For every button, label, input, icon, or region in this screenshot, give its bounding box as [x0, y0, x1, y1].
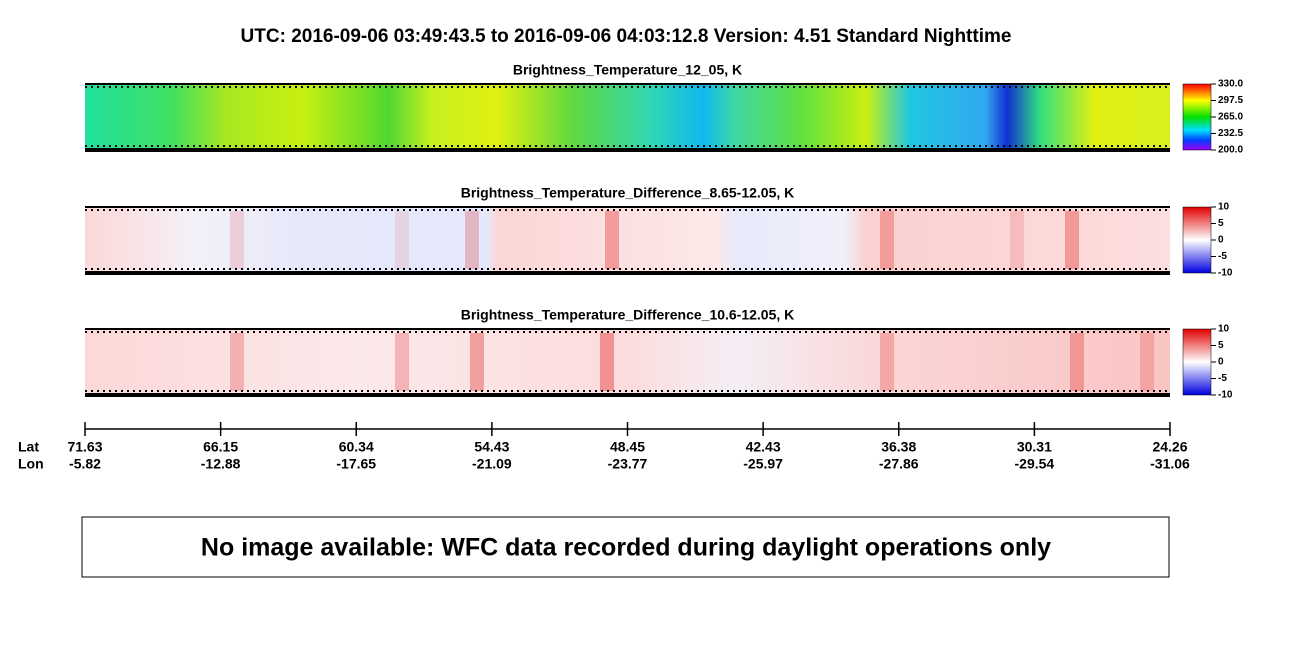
lat-label: 71.63 — [67, 439, 102, 455]
colorbar-tick-label: 297.5 — [1218, 95, 1243, 106]
lon-label: -23.77 — [608, 456, 648, 472]
colorbar-tick-label: 232.5 — [1218, 128, 1243, 139]
colorbar-tick-label: -10 — [1218, 268, 1233, 279]
streak — [600, 333, 614, 391]
lon-label: -31.06 — [1150, 456, 1190, 472]
colorbar-tick-label: 265.0 — [1218, 112, 1243, 123]
colorbar-tick-label: 5 — [1218, 340, 1224, 351]
image-strip — [85, 84, 1170, 150]
lon-label: -25.97 — [743, 456, 783, 472]
message: No image available: WFC data recorded du… — [201, 534, 1051, 562]
lat-label: 66.15 — [203, 439, 238, 455]
lat-label: 36.38 — [881, 439, 916, 455]
lon-label: -29.54 — [1015, 456, 1055, 472]
colorbar-tick-label: -5 — [1218, 251, 1227, 262]
lat-label: 42.43 — [746, 439, 781, 455]
colorbar-tick-label: 5 — [1218, 218, 1224, 229]
panel-title: Brightness_Temperature_12_05, K — [513, 62, 742, 78]
streak — [880, 211, 894, 269]
colorbar-tick-label: -10 — [1218, 390, 1233, 401]
streak — [395, 333, 409, 391]
streak — [880, 333, 894, 391]
lon-label: -17.65 — [336, 456, 376, 472]
lat-label: 30.31 — [1017, 439, 1052, 455]
axis-row-label: Lat — [18, 439, 39, 455]
lat-label: 60.34 — [339, 439, 374, 455]
streak — [1010, 211, 1024, 269]
colorbar-tick-label: 10 — [1218, 202, 1230, 213]
lon-label: -21.09 — [472, 456, 512, 472]
panel-title: Brightness_Temperature_Difference_10.6-1… — [461, 307, 795, 323]
colorbar-tick-label: 10 — [1218, 324, 1230, 335]
streak — [465, 211, 479, 269]
streak — [1070, 333, 1084, 391]
streak — [230, 211, 244, 269]
lat-label: 54.43 — [474, 439, 509, 455]
lon-label: -12.88 — [201, 456, 241, 472]
colorbar — [1182, 328, 1212, 396]
streak — [230, 333, 244, 391]
image-strip — [85, 329, 1170, 395]
lat-label: 24.26 — [1152, 439, 1187, 455]
colorbar-tick-label: 0 — [1218, 235, 1224, 246]
colorbar-tick-label: 330.0 — [1218, 79, 1243, 90]
streak — [1065, 211, 1079, 269]
colorbar — [1182, 206, 1212, 274]
streak — [1140, 333, 1154, 391]
lon-label: -5.82 — [69, 456, 101, 472]
colorbar-tick-label: 200.0 — [1218, 145, 1243, 156]
lon-label: -27.86 — [879, 456, 919, 472]
colorbar-tick-label: -5 — [1218, 373, 1227, 384]
streak — [605, 211, 619, 269]
lat-label: 48.45 — [610, 439, 645, 455]
colorbar — [1182, 83, 1212, 151]
panel-title: Brightness_Temperature_Difference_8.65-1… — [461, 185, 795, 201]
axis-row-label: Lon — [18, 456, 44, 472]
page-title: UTC: 2016-09-06 03:49:43.5 to 2016-09-06… — [241, 26, 1012, 47]
streak — [395, 211, 409, 269]
message-box — [81, 516, 1170, 578]
image-strip — [85, 207, 1170, 273]
streak — [470, 333, 484, 391]
colorbar-tick-label: 0 — [1218, 357, 1224, 368]
